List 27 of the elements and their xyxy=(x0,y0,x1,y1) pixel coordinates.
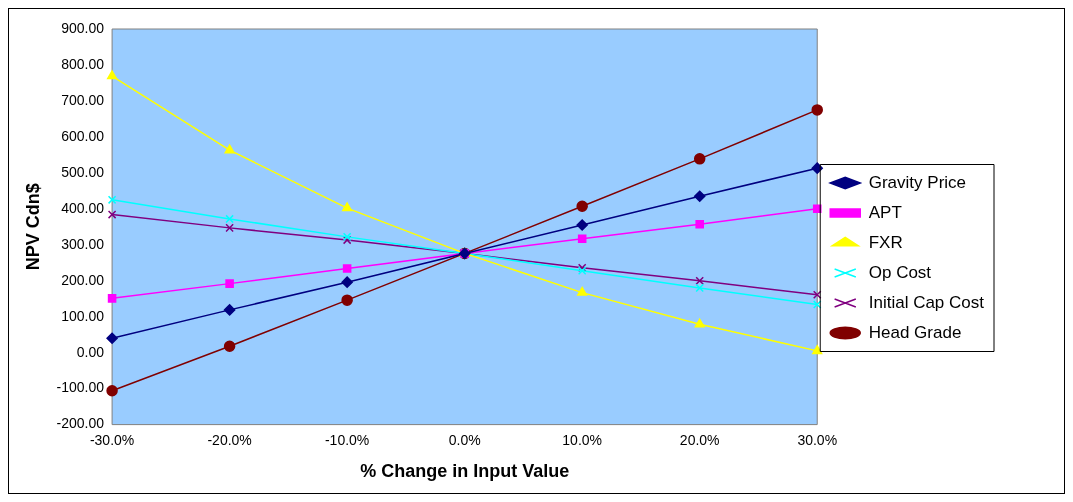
legend-label: Head Grade xyxy=(868,322,962,342)
y-tick-label: 600.00 xyxy=(61,127,105,144)
x-tick-label: -20.0% xyxy=(207,431,252,448)
y-tick-label: 0.00 xyxy=(76,343,105,360)
legend-label: Op Cost xyxy=(868,262,932,282)
legend-label: Initial Cap Cost xyxy=(868,292,985,312)
x-tick-label: 30.0% xyxy=(797,431,838,448)
y-tick-label: 700.00 xyxy=(61,91,105,108)
y-tick-label: 500.00 xyxy=(61,163,105,180)
y-tick-label: 100.00 xyxy=(61,307,105,324)
x-tick-label: 20.0% xyxy=(679,431,720,448)
x-axis-title: % Change in Input Value xyxy=(360,461,570,482)
x-tick-label: -30.0% xyxy=(89,431,135,448)
x-tick-label: 0.0% xyxy=(448,431,481,448)
legend-label: Gravity Price xyxy=(868,172,967,192)
y-axis-title: NPV Cdn$ xyxy=(22,183,43,271)
legend-label: APT xyxy=(868,202,902,222)
x-tick-label: -10.0% xyxy=(324,431,370,448)
y-tick-label: 800.00 xyxy=(61,55,105,72)
y-tick-label: -100.00 xyxy=(56,379,105,396)
x-tick-label: 10.0% xyxy=(562,431,603,448)
legend-label: FXR xyxy=(868,232,903,252)
y-tick-label: 200.00 xyxy=(61,271,105,288)
y-tick-label: 900.00 xyxy=(61,19,105,36)
y-tick-label: 300.00 xyxy=(61,235,105,252)
y-tick-label: -200.00 xyxy=(56,415,105,432)
y-tick-label: 400.00 xyxy=(61,199,105,216)
